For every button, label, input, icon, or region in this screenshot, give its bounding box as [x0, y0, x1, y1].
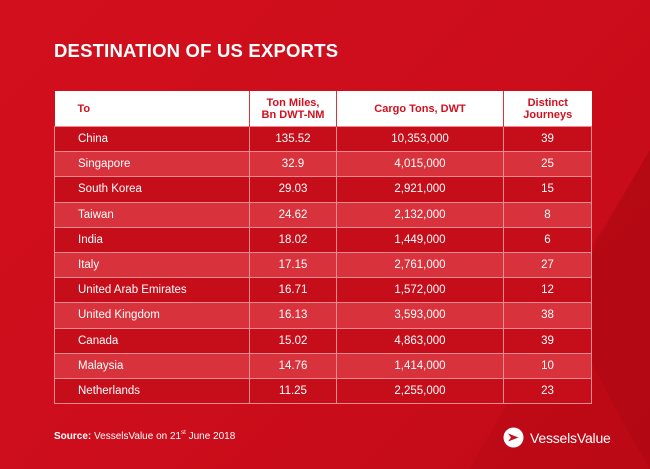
header-journeys-line1: Distinct [527, 96, 568, 109]
source-note: Source: VesselsValue on 21st June 2018 [54, 430, 236, 442]
cell-ton-miles: 14.76 [249, 352, 337, 379]
cell-ton-miles: 11.25 [249, 377, 337, 405]
cell-ton-miles: 29.03 [249, 176, 337, 203]
cell-destination: Italy [54, 251, 250, 279]
cell-journeys: 8 [503, 201, 592, 228]
cell-destination: Canada [54, 327, 250, 354]
cell-ton-miles: 16.71 [249, 277, 337, 304]
table-row: Italy 17.15 2,761,000 27 [54, 251, 592, 279]
cell-cargo-tons: 10,353,000 [336, 125, 504, 153]
brand-name: VesselsValue [530, 429, 611, 446]
cell-journeys: 10 [503, 352, 592, 379]
cell-ton-miles: 18.02 [249, 226, 337, 253]
table-row: Malaysia 14.76 1,414,000 10 [54, 352, 592, 379]
cell-destination: Netherlands [54, 377, 250, 405]
cell-journeys: 12 [503, 277, 592, 304]
table-row: Taiwan 24.62 2,132,000 8 [54, 201, 592, 228]
page-title: DESTINATION OF US EXPORTS [54, 40, 339, 61]
exports-table: To Ton Miles, Bn DWT-NM Cargo Tons, DWT … [54, 91, 592, 405]
source-superscript: st [181, 430, 186, 436]
header-cargo-tons: Cargo Tons, DWT [336, 91, 504, 127]
cell-journeys: 6 [503, 226, 592, 253]
cell-destination: United Kingdom [54, 302, 250, 329]
cell-cargo-tons: 3,593,000 [336, 302, 504, 329]
table-row: Netherlands 11.25 2,255,000 23 [54, 377, 592, 405]
table-row: South Korea 29.03 2,921,000 15 [54, 176, 592, 203]
cell-destination: Malaysia [54, 352, 250, 379]
cell-cargo-tons: 2,761,000 [336, 251, 504, 279]
table-row: Singapore 32.9 4,015,000 25 [54, 151, 592, 178]
cell-journeys: 38 [503, 302, 592, 329]
cell-ton-miles: 16.13 [249, 302, 337, 329]
cell-destination: United Arab Emirates [54, 277, 250, 304]
cell-destination: China [54, 125, 250, 153]
table-header-row: To Ton Miles, Bn DWT-NM Cargo Tons, DWT … [54, 91, 592, 127]
cell-ton-miles: 24.62 [249, 201, 337, 228]
source-text: VesselsValue on 21 [91, 431, 182, 442]
vesselsvalue-logo-icon [503, 427, 524, 448]
cell-destination: South Korea [54, 176, 250, 203]
cell-ton-miles: 17.15 [249, 251, 337, 279]
cell-journeys: 23 [503, 377, 592, 405]
header-journeys-line2: Journeys [523, 108, 573, 121]
cell-cargo-tons: 2,132,000 [336, 201, 504, 228]
cell-cargo-tons: 2,255,000 [336, 377, 504, 405]
cell-ton-miles: 32.9 [249, 151, 337, 178]
cell-destination: Singapore [54, 151, 250, 178]
table-row: United Kingdom 16.13 3,593,000 38 [54, 302, 592, 329]
cell-journeys: 25 [503, 151, 592, 178]
cell-cargo-tons: 1,414,000 [336, 352, 504, 379]
table-row: China 135.52 10,353,000 39 [54, 125, 592, 153]
header-ton-miles-line1: Ton Miles, [266, 96, 320, 109]
table-row: India 18.02 1,449,000 6 [54, 226, 592, 253]
cell-cargo-tons: 4,015,000 [336, 151, 504, 178]
cell-ton-miles: 135.52 [249, 125, 337, 153]
source-label: Source: [54, 431, 92, 442]
cell-cargo-tons: 4,863,000 [336, 327, 504, 354]
header-ton-miles: Ton Miles, Bn DWT-NM [249, 91, 337, 127]
table-row: United Arab Emirates 16.71 1,572,000 12 [54, 277, 592, 304]
header-ton-miles-line2: Bn DWT-NM [261, 108, 325, 121]
cell-journeys: 27 [503, 251, 592, 279]
cell-cargo-tons: 1,572,000 [336, 277, 504, 304]
source-date: June 2018 [185, 431, 236, 442]
cell-journeys: 39 [503, 327, 592, 354]
cell-cargo-tons: 2,921,000 [336, 176, 504, 203]
header-journeys: Distinct Journeys [503, 91, 592, 127]
brand-logo: VesselsValue [503, 427, 611, 448]
cell-ton-miles: 15.02 [249, 327, 337, 354]
table-body: China 135.52 10,353,000 39 Singapore 32.9 4,0… [54, 125, 592, 405]
cell-destination: India [54, 226, 250, 253]
table-row: Canada 15.02 4,863,000 39 [54, 327, 592, 354]
header-to: To [54, 91, 250, 127]
cell-journeys: 15 [503, 176, 592, 203]
cell-destination: Taiwan [54, 201, 250, 228]
cell-journeys: 39 [503, 125, 592, 153]
cell-cargo-tons: 1,449,000 [336, 226, 504, 253]
